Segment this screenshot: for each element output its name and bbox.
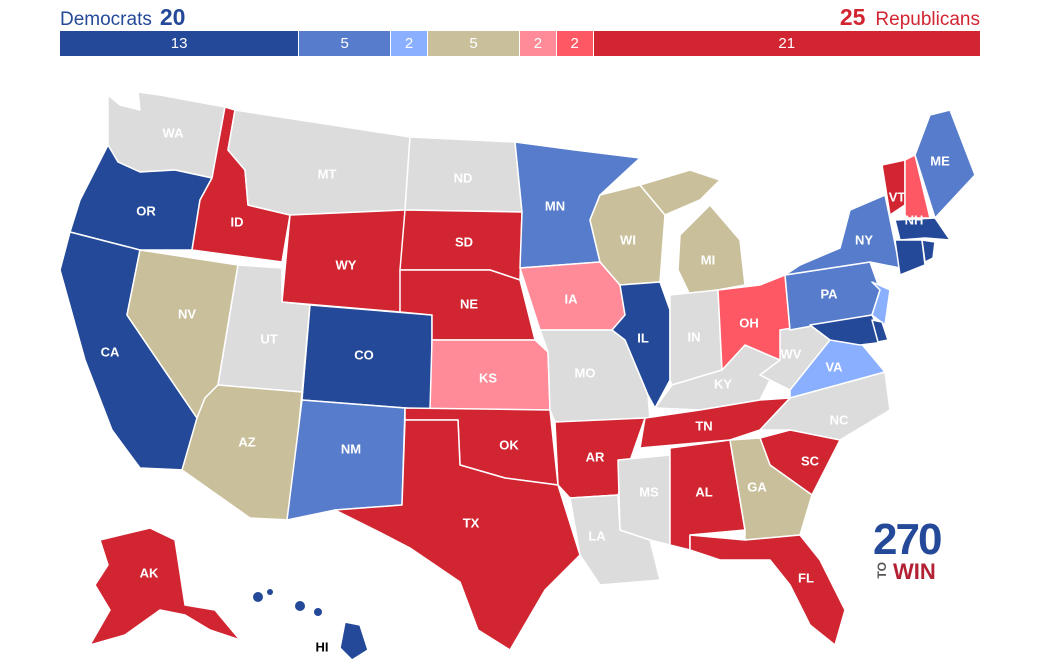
republicans-label: Republicans (875, 9, 980, 30)
label-NE: NE (460, 296, 478, 311)
republicans-count: 25 (839, 4, 866, 30)
republicans-total: 25 Republicans (840, 4, 980, 33)
label-AK: AK (140, 565, 159, 580)
state-NJ[interactable] (871, 281, 891, 326)
label-LA: LA (588, 528, 606, 543)
state-RI[interactable] (921, 239, 936, 263)
state-MI[interactable] (677, 204, 746, 296)
label-TN: TN (695, 418, 712, 433)
label-VT: VT (889, 189, 906, 204)
democrats-label: Democrats (60, 9, 152, 30)
label-NH: NH (905, 212, 924, 227)
label-OK: OK (499, 437, 519, 452)
bar-segment-0: 13 (60, 31, 300, 56)
label-CO: CO (354, 347, 374, 362)
label-MS: MS (639, 484, 659, 499)
state-NM[interactable] (286, 399, 406, 521)
state-NH[interactable] (904, 154, 931, 219)
label-KY: KY (714, 376, 732, 391)
label-NM: NM (341, 441, 361, 456)
label-AZ: AZ (238, 434, 255, 449)
label-ND: ND (454, 170, 473, 185)
label-ID: ID (231, 214, 244, 229)
270towin-logo[interactable]: 270 TO WIN (873, 518, 943, 584)
logo-win: WIN (893, 559, 936, 584)
label-TX: TX (463, 515, 480, 530)
democrats-count: 20 (159, 4, 186, 30)
state-HI[interactable] (339, 621, 369, 661)
label-WA: WA (163, 125, 185, 140)
state-CT[interactable] (894, 239, 926, 276)
state-NY[interactable] (784, 194, 901, 276)
label-SC: SC (801, 453, 820, 468)
label-GA: GA (747, 479, 767, 494)
label-IL: IL (637, 330, 649, 345)
bar-segment-2: 2 (391, 31, 428, 56)
state-IL[interactable] (611, 281, 671, 409)
democrats-total: Democrats 20 (60, 4, 185, 33)
label-ME: ME (930, 153, 950, 168)
label-NY: NY (855, 232, 873, 247)
seat-rating-bar: 13 5 2 5 2 2 21 (60, 31, 980, 56)
state-MT[interactable] (227, 109, 411, 216)
state-VA[interactable] (789, 329, 886, 399)
bar-segment-6: 21 (593, 31, 980, 56)
label-MN: MN (545, 198, 565, 213)
hawaii-island-3 (295, 601, 305, 611)
bar-segment-4: 2 (519, 31, 557, 56)
label-WI: WI (620, 232, 636, 247)
label-CA: CA (101, 344, 120, 359)
label-AL: AL (695, 484, 712, 499)
hawaii-island-2 (267, 589, 273, 595)
label-HI: HI (316, 639, 329, 654)
label-MO: MO (575, 365, 596, 380)
label-IA: IA (565, 291, 579, 306)
label-OH: OH (739, 315, 759, 330)
label-MT: MT (318, 166, 337, 181)
state-MI-up[interactable] (639, 169, 721, 216)
label-MI: MI (701, 252, 715, 267)
label-AR: AR (586, 449, 605, 464)
label-KS: KS (479, 370, 497, 385)
label-FL: FL (798, 570, 814, 585)
label-UT: UT (260, 331, 277, 346)
state-LA[interactable] (569, 494, 661, 586)
label-WV: WV (781, 346, 802, 361)
state-MD[interactable] (809, 314, 886, 346)
label-WY: WY (336, 257, 357, 272)
bar-segment-3: 5 (427, 31, 520, 56)
label-SD: SD (455, 234, 473, 249)
bar-segment-5: 2 (556, 31, 594, 56)
label-NC: NC (830, 412, 849, 427)
label-IN: IN (688, 329, 701, 344)
label-PA: PA (820, 286, 838, 301)
label-OR: OR (136, 203, 156, 218)
state-FL[interactable] (689, 534, 846, 646)
state-TX[interactable] (334, 419, 581, 651)
hawaii-island-4 (314, 608, 322, 616)
state-MS[interactable] (617, 454, 671, 546)
label-VA: VA (825, 359, 843, 374)
state-GA[interactable] (729, 437, 813, 541)
state-MA[interactable] (894, 217, 951, 241)
logo-number: 270 (873, 515, 942, 564)
state-AK[interactable] (89, 527, 241, 646)
bar-segment-1: 5 (299, 31, 392, 56)
state-DE[interactable] (871, 319, 889, 343)
hawaii-island-1 (253, 592, 263, 602)
state-ME[interactable] (914, 109, 976, 219)
label-NV: NV (178, 306, 196, 321)
logo-to: TO (875, 562, 889, 579)
